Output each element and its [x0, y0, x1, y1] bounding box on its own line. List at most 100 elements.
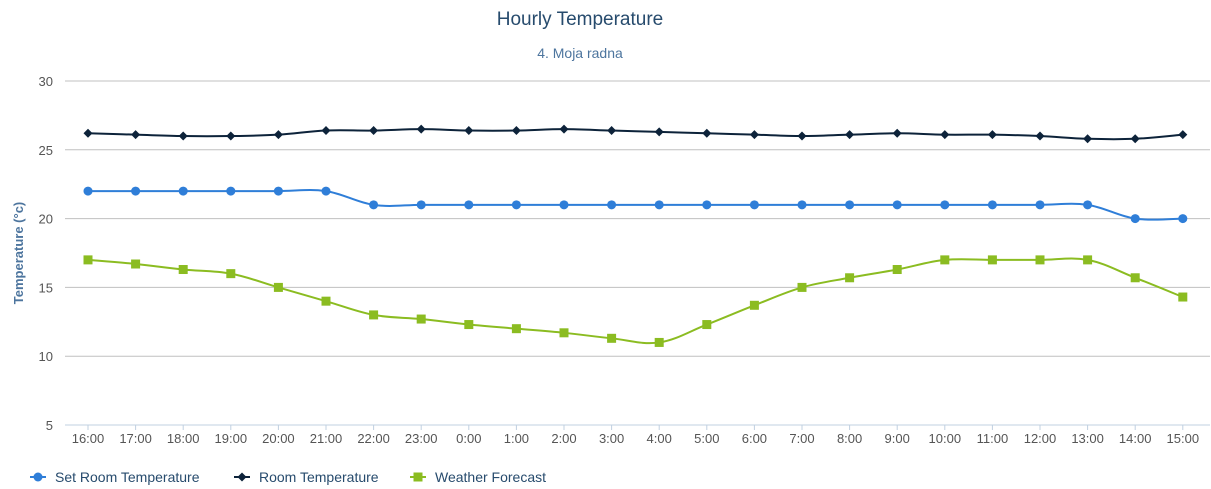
data-point — [83, 255, 93, 265]
data-point — [749, 300, 759, 310]
data-point — [1083, 134, 1093, 144]
data-point — [1130, 134, 1140, 144]
data-point — [1178, 130, 1188, 140]
data-point — [607, 126, 617, 136]
data-point — [797, 200, 807, 210]
legend-item[interactable]: Weather Forecast — [410, 469, 546, 485]
data-point — [1035, 131, 1045, 141]
data-point — [226, 131, 236, 141]
data-point — [83, 186, 93, 196]
x-tick-label: 9:00 — [885, 431, 910, 446]
data-point — [178, 265, 188, 275]
data-point — [131, 259, 141, 269]
x-tick-label: 22:00 — [357, 431, 390, 446]
data-point — [416, 200, 426, 210]
data-point — [321, 186, 331, 196]
data-point — [369, 310, 379, 320]
x-tick-label: 2:00 — [551, 431, 576, 446]
legend-marker — [33, 472, 43, 482]
x-tick-label: 14:00 — [1119, 431, 1152, 446]
data-point — [702, 128, 712, 138]
x-tick-label: 6:00 — [742, 431, 767, 446]
data-point — [987, 255, 997, 265]
data-point — [464, 126, 474, 136]
data-point — [464, 200, 474, 210]
series-set-room-temperature — [83, 186, 1188, 224]
data-point — [1178, 292, 1188, 302]
x-tick-label: 16:00 — [72, 431, 105, 446]
data-point — [940, 255, 950, 265]
series-line — [87, 257, 1184, 345]
data-point — [511, 200, 521, 210]
data-point — [83, 128, 93, 138]
data-point — [987, 200, 997, 210]
legend-label: Weather Forecast — [435, 469, 546, 485]
x-tick-label: 1:00 — [504, 431, 529, 446]
data-point — [464, 320, 474, 330]
legend-marker — [237, 472, 247, 482]
y-axis-ticks: 5 10 15 20 25 30 — [39, 74, 53, 433]
x-tick-label: 5:00 — [694, 431, 719, 446]
legend-item[interactable]: Set Room Temperature — [30, 469, 200, 485]
y-tick-label: 5 — [46, 418, 53, 433]
x-tick-label: 20:00 — [262, 431, 295, 446]
data-point — [226, 269, 236, 279]
x-tick-label: 4:00 — [647, 431, 672, 446]
data-point — [559, 328, 569, 338]
x-tick-label: 8:00 — [837, 431, 862, 446]
series-line — [88, 188, 1183, 221]
legend-label: Room Temperature — [259, 469, 379, 485]
x-tick-label: 11:00 — [977, 431, 1009, 446]
data-point — [321, 126, 331, 136]
series-group — [83, 124, 1188, 347]
data-point — [1130, 214, 1140, 224]
data-point — [1130, 273, 1140, 283]
x-tick-label: 19:00 — [215, 431, 248, 446]
data-point — [1083, 255, 1093, 265]
data-point — [416, 314, 426, 324]
y-axis-label: Temperature (°c) — [11, 202, 26, 304]
data-point — [607, 200, 617, 210]
data-point — [273, 282, 283, 292]
x-tick-label: 13:00 — [1071, 431, 1104, 446]
series-room-temperature — [83, 124, 1188, 144]
y-tick-label: 10 — [39, 349, 53, 364]
legend: Set Room Temperature Room Temperature Weat… — [30, 469, 546, 485]
data-point — [131, 186, 141, 196]
x-tick-label: 12:00 — [1024, 431, 1057, 446]
data-point — [845, 130, 855, 140]
data-point — [654, 127, 664, 137]
data-point — [702, 200, 712, 210]
data-point — [369, 200, 379, 210]
data-point — [749, 130, 759, 140]
data-point — [845, 200, 855, 210]
data-point — [654, 337, 664, 347]
data-point — [892, 200, 902, 210]
legend-label: Set Room Temperature — [55, 469, 200, 485]
data-point — [273, 130, 283, 140]
data-point — [607, 333, 617, 343]
data-point — [178, 186, 188, 196]
data-point — [797, 131, 807, 141]
x-axis: 16:00 17:00 18:00 19:00 20:00 21:00 22:00 23:00… — [65, 424, 1210, 446]
legend-item[interactable]: Room Temperature — [234, 469, 379, 485]
data-point — [559, 200, 569, 210]
x-tick-label: 10:00 — [929, 431, 962, 446]
data-point — [940, 200, 950, 210]
y-tick-label: 25 — [39, 143, 53, 158]
x-tick-label: 0:00 — [456, 431, 481, 446]
data-point — [1035, 255, 1045, 265]
x-tick-label: 18:00 — [167, 431, 200, 446]
x-tick-label: 3:00 — [599, 431, 624, 446]
data-point — [511, 126, 521, 136]
data-point — [369, 126, 379, 136]
data-point — [559, 124, 569, 134]
data-point — [702, 320, 712, 330]
x-tick-label: 7:00 — [789, 431, 814, 446]
series-line — [87, 128, 1183, 141]
x-tick-label: 23:00 — [405, 431, 438, 446]
data-point — [797, 282, 807, 292]
y-tick-label: 20 — [39, 212, 53, 227]
data-point — [273, 186, 283, 196]
data-point — [226, 186, 236, 196]
